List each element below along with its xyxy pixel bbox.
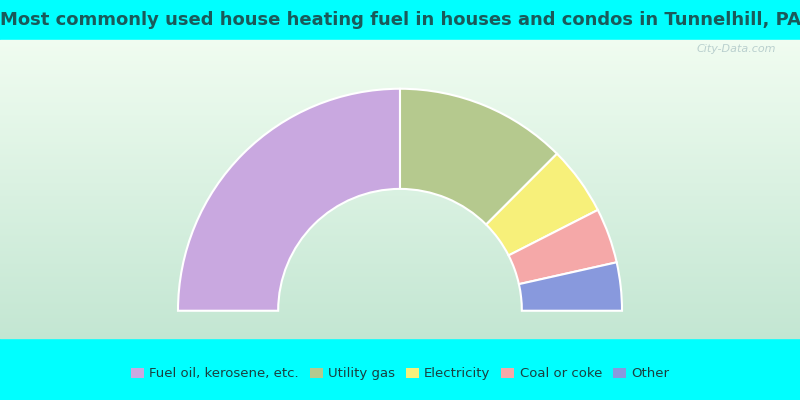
Wedge shape [178, 89, 400, 311]
Wedge shape [400, 89, 557, 224]
Wedge shape [486, 154, 598, 256]
Text: City-Data.com: City-Data.com [697, 44, 776, 54]
Wedge shape [519, 262, 622, 311]
Legend: Fuel oil, kerosene, etc., Utility gas, Electricity, Coal or coke, Other: Fuel oil, kerosene, etc., Utility gas, E… [126, 362, 674, 386]
Wedge shape [509, 210, 617, 284]
Text: Most commonly used house heating fuel in houses and condos in Tunnelhill, PA: Most commonly used house heating fuel in… [0, 11, 800, 29]
